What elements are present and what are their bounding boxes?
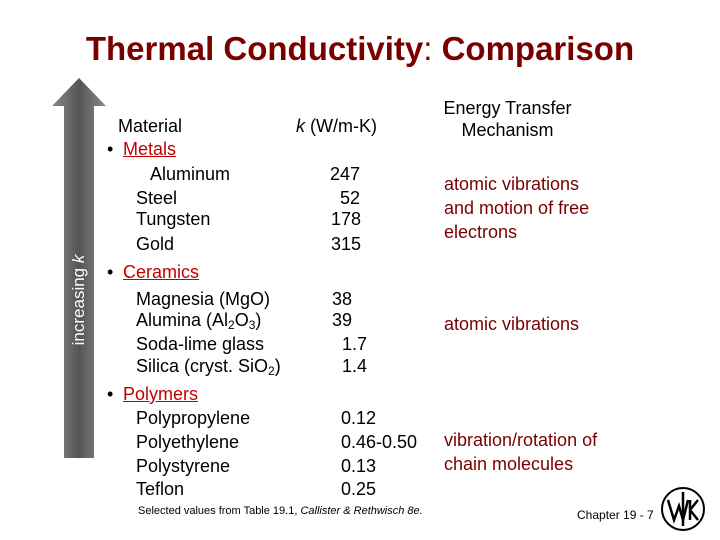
material-name: Steel (136, 188, 178, 208)
k-value: 1.4 (342, 356, 368, 376)
material-name: Soda-lime glass (136, 334, 265, 354)
wiley-logo-icon (661, 487, 705, 531)
group-polymers: • Polymers (107, 384, 199, 404)
k-value: 0.13 (341, 456, 377, 476)
material-name: Aluminum (150, 164, 231, 184)
k-value: 178 (331, 209, 362, 229)
k-value: 315 (331, 234, 362, 254)
material-name: Gold (136, 234, 175, 254)
k-value: 52 (340, 188, 361, 208)
material-name: Polypropylene (136, 408, 251, 428)
mechanism-header: Energy Transfer Mechanism (443, 98, 572, 140)
k-value: 247 (330, 164, 361, 184)
material-name: Silica (cryst. SiO2) (136, 356, 281, 378)
mechanism-polymers: vibration/rotation of chain molecules (444, 430, 598, 474)
k-value: 1.7 (342, 334, 368, 354)
group-ceramics: • Ceramics (107, 262, 200, 282)
page-title: Thermal Conductivity: Comparison (85, 30, 635, 67)
material-name: Magnesia (MgO) (136, 289, 271, 309)
k-value: 38 (332, 289, 353, 309)
mechanism-ceramics: atomic vibrations (444, 314, 580, 334)
material-name: Teflon (136, 479, 185, 499)
k-value: 0.25 (341, 479, 377, 499)
material-name: Polyethylene (136, 432, 240, 452)
k-header: k (W/m-K) (296, 116, 377, 136)
footnote: Selected values from Table 19.1, Callist… (138, 505, 423, 517)
material-header: Material (118, 116, 183, 136)
k-value: 0.12 (341, 408, 377, 428)
material-name: Polystyrene (136, 456, 231, 476)
material-name: Alumina (Al2O3) (136, 310, 262, 332)
mechanism-metals: atomic vibrations and motion of free elect… (444, 174, 590, 242)
k-value: 0.46-0.50 (341, 432, 418, 452)
material-name: Tungsten (136, 209, 211, 229)
increasing-arrow (52, 78, 106, 458)
group-metals: • Metals (107, 139, 177, 159)
k-value: 39 (332, 310, 353, 330)
chapter-number: Chapter 19 - 7 (577, 508, 654, 522)
arrow-label: increasing k (69, 254, 88, 346)
